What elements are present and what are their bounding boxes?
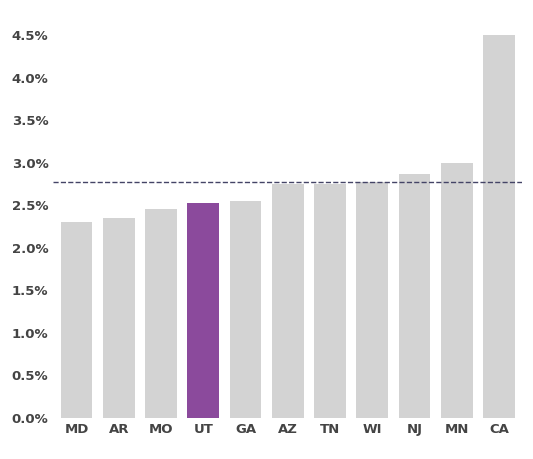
Bar — [357, 182, 388, 418]
Bar — [145, 209, 177, 418]
Bar — [399, 174, 431, 418]
Bar — [103, 218, 135, 418]
Bar — [272, 184, 304, 418]
Bar — [230, 201, 261, 418]
Bar — [441, 162, 473, 418]
Bar — [61, 222, 92, 418]
Bar — [188, 202, 219, 418]
Bar — [483, 35, 515, 418]
Bar — [314, 184, 346, 418]
